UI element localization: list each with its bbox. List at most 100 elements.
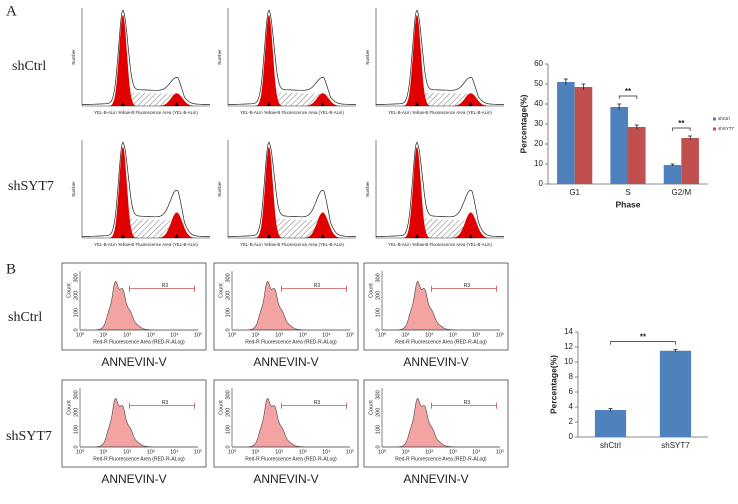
x-tick-label: 10⁴ xyxy=(170,448,179,455)
y-tick-label: 300 xyxy=(375,273,381,282)
x-axis-label: Red-R Fluorescence Area (RED-R-ALog) xyxy=(245,456,337,462)
y-axis-label: Number xyxy=(365,49,370,65)
y-tick-label: 100 xyxy=(225,425,231,434)
hist-g1-peak xyxy=(376,14,504,106)
x-tick-label: 10² xyxy=(425,332,433,338)
x-tick-label: 10⁵ xyxy=(346,331,354,338)
y-tick-label: 100 xyxy=(73,308,79,317)
hist-outline xyxy=(82,9,210,105)
plot-frame xyxy=(363,262,509,351)
x-tick-label: 10⁴ xyxy=(322,448,331,455)
x-tick-label: 10¹ xyxy=(402,332,410,338)
x-tick-label: 10⁰ xyxy=(378,331,387,338)
y-tick-label: 50 xyxy=(534,79,543,88)
y-tick-label: 100 xyxy=(225,308,231,317)
hist-s-phase xyxy=(228,218,356,238)
y-tick-label: 0 xyxy=(225,445,231,448)
plot-frame xyxy=(213,379,359,468)
y-tick-label: 200 xyxy=(375,408,381,417)
y-tick-label: 12 xyxy=(564,342,573,351)
bar xyxy=(663,165,682,184)
y-tick-label: 40 xyxy=(534,99,543,108)
x-tick-label: 10⁵ xyxy=(496,331,504,338)
y-tick-label: 300 xyxy=(73,390,79,399)
hist-outline xyxy=(82,141,210,237)
y-tick-label: 200 xyxy=(225,408,231,417)
y-tick-label: 60 xyxy=(534,59,543,68)
x-tick-label: 10⁵ xyxy=(194,331,202,338)
bar xyxy=(574,87,593,184)
plot-frame xyxy=(61,379,207,468)
x-axis-label: YEL-B-ALin Yellow-B Fluorescence Area (Y… xyxy=(94,110,198,115)
y-axis-label: Count xyxy=(66,400,72,415)
y-tick-label: 100 xyxy=(375,308,381,317)
y-tick-label: 20 xyxy=(534,139,543,148)
peak-marker xyxy=(266,102,271,106)
group-label: shSYT7 xyxy=(8,179,54,194)
peak-marker xyxy=(414,102,419,106)
gate-label: R3 xyxy=(162,400,169,406)
x-tick-label: 10⁴ xyxy=(170,331,179,338)
y-tick-label: 100 xyxy=(375,425,381,434)
x-tick-label: 10³ xyxy=(147,449,155,455)
x-axis-label: Red-R Fluorescence Area (RED-R-ALog) xyxy=(93,339,185,345)
x-tick-label: 10⁰ xyxy=(76,448,85,455)
y-tick-label: 14 xyxy=(564,327,573,336)
x-tick-label: 10³ xyxy=(147,332,155,338)
x-tick-label: 10² xyxy=(275,332,283,338)
plot-frame xyxy=(213,262,359,351)
x-tick-label: 10³ xyxy=(449,332,457,338)
y-tick-label: 300 xyxy=(375,390,381,399)
x-tick-label: 10³ xyxy=(449,449,457,455)
hist-s-phase xyxy=(82,218,210,238)
bar xyxy=(610,107,628,184)
hist-g1-peak xyxy=(228,14,356,106)
group-x-label: ANNEVIN-V xyxy=(101,472,166,486)
y-tick-label: 300 xyxy=(225,390,231,399)
x-axis-label: Red-R Fluorescence Area (RED-R-ALog) xyxy=(395,339,487,345)
plot-frame xyxy=(61,262,207,351)
group-label: shSYT7 xyxy=(6,429,52,444)
y-axis-label: Count xyxy=(66,283,72,298)
x-tick-label: G1 xyxy=(569,188,580,197)
peak-marker xyxy=(120,102,125,106)
x-axis-label: YEL-B-ALin Yellow-B Fluorescence Area (Y… xyxy=(240,242,344,247)
gate-label: R3 xyxy=(314,283,321,289)
y-axis-label: Percentage(%) xyxy=(548,355,558,414)
plot-frame xyxy=(363,379,509,468)
x-axis-label: YEL-B-ALin Yellow-B Fluorescence Area (Y… xyxy=(240,110,344,115)
hist-outline xyxy=(228,141,356,237)
y-axis-label: Count xyxy=(218,283,224,298)
bar xyxy=(659,350,692,437)
hist-outline xyxy=(376,141,504,237)
y-tick-label: 200 xyxy=(73,291,79,300)
peak-marker xyxy=(120,234,125,238)
legend-label: shCtrl xyxy=(718,116,730,121)
bar xyxy=(557,82,575,184)
group-x-label: ANNEVIN-V xyxy=(253,355,318,369)
significance-label: ** xyxy=(678,119,685,128)
y-axis-label: Count xyxy=(218,400,224,415)
x-tick-label: 10³ xyxy=(299,449,307,455)
y-tick-label: 200 xyxy=(375,291,381,300)
x-tick-label: 10⁵ xyxy=(194,448,202,455)
y-tick-label: 0 xyxy=(225,328,231,331)
gate-label: R3 xyxy=(464,400,471,406)
peak-marker xyxy=(468,234,473,238)
y-axis-label: Number xyxy=(217,49,222,65)
y-axis-label: Number xyxy=(71,181,76,197)
significance-bracket xyxy=(610,341,676,345)
peak-marker xyxy=(174,234,179,238)
x-tick-label: 10⁵ xyxy=(346,448,354,455)
group-x-label: ANNEVIN-V xyxy=(101,355,166,369)
y-tick-label: 6 xyxy=(569,387,574,396)
x-axis-label: Red-R Fluorescence Area (RED-R-ALog) xyxy=(395,456,487,462)
x-tick-label: 10⁴ xyxy=(322,331,331,338)
y-tick-label: 0 xyxy=(539,179,544,188)
x-tick-label: 10² xyxy=(275,449,283,455)
hist-outline xyxy=(376,9,504,105)
y-tick-label: 100 xyxy=(73,425,79,434)
x-tick-label: 10⁴ xyxy=(472,331,481,338)
peak-marker xyxy=(320,234,325,238)
